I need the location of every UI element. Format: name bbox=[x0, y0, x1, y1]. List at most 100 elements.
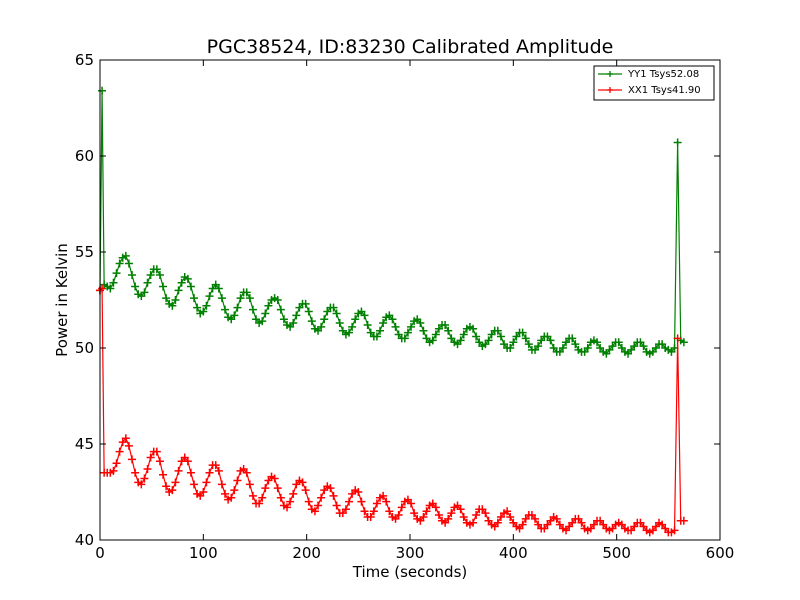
y-axis-label: Power in Kelvin bbox=[53, 243, 71, 357]
data-point bbox=[131, 282, 140, 291]
data-point bbox=[506, 512, 515, 521]
data-point bbox=[332, 501, 341, 510]
plot-area bbox=[99, 59, 721, 541]
data-point bbox=[403, 328, 412, 337]
data-point bbox=[248, 305, 257, 314]
data-point bbox=[444, 326, 453, 335]
data-point bbox=[155, 271, 164, 280]
data-point bbox=[98, 86, 107, 95]
data-point bbox=[407, 499, 416, 508]
y-tick-label: 50 bbox=[75, 339, 94, 357]
data-point bbox=[121, 251, 130, 260]
data-point bbox=[283, 503, 292, 512]
data-point bbox=[326, 484, 335, 493]
data-point bbox=[205, 292, 214, 301]
data-point bbox=[273, 296, 282, 304]
data-point bbox=[298, 478, 307, 487]
data-point bbox=[531, 514, 540, 523]
data-point bbox=[289, 319, 298, 328]
data-point bbox=[279, 315, 288, 324]
data-point bbox=[177, 278, 186, 287]
data-point bbox=[221, 305, 230, 314]
data-point bbox=[558, 344, 567, 352]
x-tick-label: 300 bbox=[396, 544, 425, 562]
data-point bbox=[385, 507, 394, 516]
data-point bbox=[261, 484, 270, 493]
data-point bbox=[329, 303, 338, 312]
data-point bbox=[317, 322, 326, 331]
y-tick-label: 60 bbox=[75, 147, 94, 165]
data-point bbox=[431, 503, 440, 512]
data-point bbox=[236, 294, 245, 303]
data-point bbox=[391, 322, 400, 331]
data-point bbox=[518, 328, 527, 337]
data-point bbox=[190, 294, 199, 303]
x-tick-label: 600 bbox=[706, 544, 735, 562]
x-tick-label: 500 bbox=[602, 544, 631, 562]
data-point bbox=[419, 326, 428, 335]
data-point bbox=[131, 468, 140, 477]
chart-title: PGC38524, ID:83230 Calibrated Amplitude bbox=[207, 36, 614, 58]
data-point bbox=[276, 493, 285, 502]
data-point bbox=[357, 497, 366, 506]
data-point bbox=[233, 303, 242, 312]
series-layer bbox=[96, 86, 688, 537]
data-point bbox=[155, 457, 164, 466]
data-point bbox=[115, 447, 124, 456]
data-point bbox=[484, 336, 493, 345]
data-point bbox=[441, 320, 450, 329]
data-point bbox=[168, 301, 177, 310]
data-point bbox=[115, 259, 124, 268]
data-point bbox=[202, 478, 211, 487]
data-point bbox=[354, 488, 363, 496]
data-point bbox=[221, 489, 230, 498]
data-point bbox=[214, 284, 223, 293]
data-point bbox=[171, 296, 180, 304]
data-point bbox=[552, 514, 561, 523]
series-0 bbox=[96, 86, 688, 358]
data-point bbox=[301, 299, 310, 308]
data-point bbox=[679, 516, 688, 525]
data-point bbox=[614, 338, 623, 347]
data-point bbox=[639, 342, 648, 351]
data-point bbox=[397, 503, 406, 512]
data-point bbox=[366, 512, 375, 521]
data-point bbox=[546, 336, 555, 345]
data-point bbox=[394, 511, 403, 520]
data-point bbox=[140, 474, 149, 483]
data-point bbox=[152, 265, 161, 274]
data-point bbox=[673, 334, 682, 343]
data-point bbox=[140, 288, 149, 297]
data-point bbox=[258, 317, 267, 326]
data-point bbox=[400, 334, 409, 343]
data-point bbox=[186, 468, 195, 477]
data-point bbox=[217, 480, 226, 489]
data-point bbox=[407, 322, 416, 331]
data-point bbox=[493, 518, 502, 527]
data-point bbox=[469, 518, 478, 527]
data-point bbox=[379, 491, 388, 500]
data-point bbox=[376, 326, 385, 335]
data-point bbox=[363, 320, 372, 329]
data-point bbox=[431, 330, 440, 339]
x-tick-label: 100 bbox=[189, 544, 218, 562]
data-point bbox=[670, 526, 679, 535]
data-point bbox=[521, 334, 530, 343]
data-point bbox=[493, 326, 502, 335]
data-point bbox=[571, 340, 580, 349]
data-point bbox=[593, 338, 602, 347]
data-point bbox=[360, 507, 369, 516]
data-point bbox=[233, 476, 242, 485]
data-point bbox=[679, 338, 688, 347]
data-point bbox=[673, 138, 682, 147]
data-point bbox=[183, 274, 192, 283]
data-point bbox=[351, 315, 360, 324]
data-point bbox=[310, 507, 319, 516]
data-point bbox=[472, 511, 481, 520]
x-tick-label: 0 bbox=[95, 544, 105, 562]
y-tick-label: 55 bbox=[75, 243, 94, 261]
legend: YY1 Tsys52.08 XX1 Tsys41.90 bbox=[593, 65, 715, 101]
legend-label-yy1: YY1 Tsys52.08 bbox=[627, 69, 699, 80]
data-point bbox=[369, 507, 378, 516]
data-point bbox=[524, 340, 533, 349]
